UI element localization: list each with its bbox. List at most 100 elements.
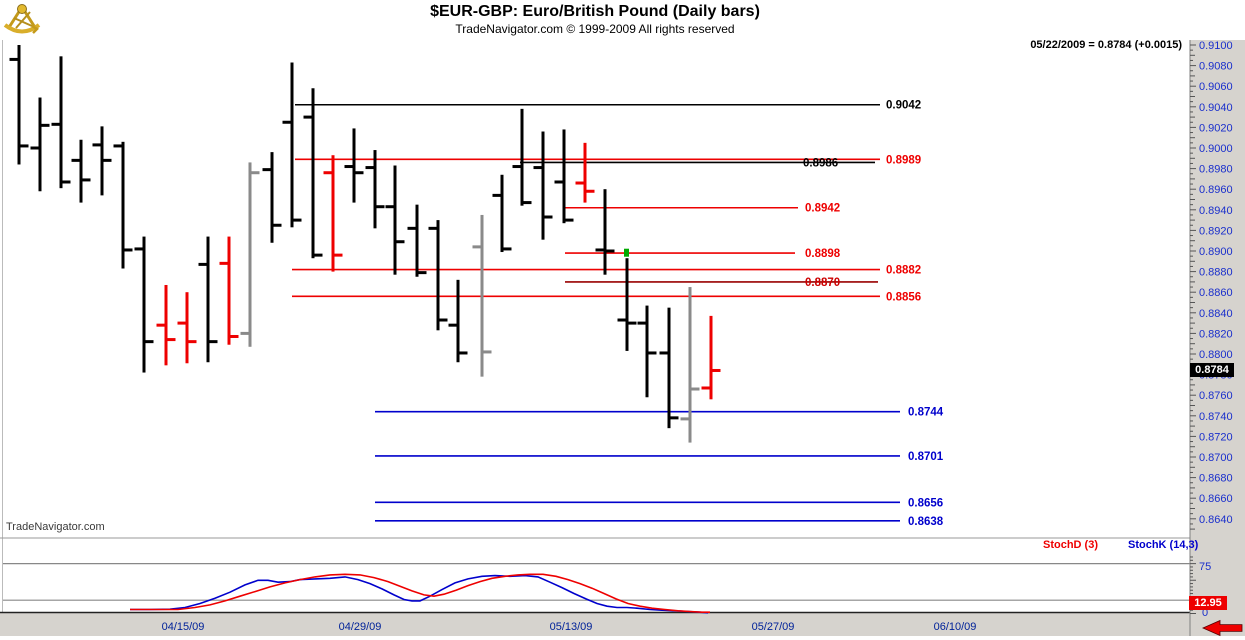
price-axis-gutter[interactable] bbox=[1190, 40, 1245, 636]
price-level-label: 0.8744 bbox=[908, 407, 944, 419]
price-axis-label: 0.8700 bbox=[1199, 452, 1233, 464]
price-axis-label: 0.8920 bbox=[1199, 225, 1233, 237]
signal-dot bbox=[624, 248, 629, 257]
price-axis-label: 0.8680 bbox=[1199, 473, 1233, 485]
watermark-text: TradeNavigator.com bbox=[6, 521, 105, 533]
stochk-legend-label[interactable]: StochK (14,3) bbox=[1128, 539, 1199, 551]
price-level-label: 0.8898 bbox=[805, 248, 841, 260]
ohlc-open-tick bbox=[595, 248, 604, 252]
ohlc-close-tick bbox=[523, 201, 532, 205]
ohlc-open-tick bbox=[554, 180, 563, 184]
ohlc-bar-range bbox=[17, 45, 21, 165]
ohlc-close-tick bbox=[293, 218, 302, 222]
ohlc-close-tick bbox=[691, 387, 700, 391]
ohlc-bar-range bbox=[206, 236, 210, 363]
price-axis-label: 0.8980 bbox=[1199, 164, 1233, 176]
ohlc-close-tick bbox=[712, 368, 721, 372]
price-axis-label: 0.9080 bbox=[1199, 61, 1233, 73]
ohlc-open-tick bbox=[282, 120, 291, 124]
ohlc-close-tick bbox=[124, 248, 133, 252]
ohlc-open-tick bbox=[512, 165, 521, 169]
ohlc-bar-range bbox=[373, 150, 377, 229]
ohlc-open-tick bbox=[198, 262, 207, 266]
ohlc-close-tick bbox=[251, 171, 260, 175]
price-axis-label: 0.8880 bbox=[1199, 267, 1233, 279]
ohlc-open-tick bbox=[219, 261, 228, 265]
ohlc-open-tick bbox=[51, 122, 60, 126]
ohlc-close-tick bbox=[20, 144, 29, 148]
ohlc-bar-range bbox=[667, 307, 671, 429]
price-level-label: 0.8986 bbox=[803, 157, 838, 169]
ohlc-bar-range bbox=[331, 155, 335, 272]
ohlc-bar-range bbox=[121, 141, 125, 269]
ohlc-open-tick bbox=[637, 321, 646, 325]
ohlc-bar-range bbox=[456, 279, 460, 363]
ohlc-bar-range bbox=[38, 97, 42, 192]
ohlc-open-tick bbox=[303, 115, 312, 119]
ohlc-bar-range bbox=[603, 189, 607, 275]
ohlc-bar-range bbox=[227, 236, 231, 345]
ohlc-open-tick bbox=[240, 331, 249, 335]
ohlc-bar-range bbox=[290, 62, 294, 228]
ohlc-open-tick bbox=[680, 417, 689, 421]
ohlc-open-tick bbox=[177, 321, 186, 325]
ohlc-open-tick bbox=[156, 323, 165, 327]
price-axis-label: 0.8940 bbox=[1199, 205, 1233, 217]
price-level-label: 0.8989 bbox=[886, 154, 921, 166]
ohlc-close-tick bbox=[606, 249, 615, 253]
date-axis-label: 06/10/09 bbox=[934, 621, 977, 633]
ohlc-open-tick bbox=[134, 247, 143, 251]
stoch-pane[interactable] bbox=[3, 553, 1190, 612]
ohlc-bar-range bbox=[415, 204, 419, 277]
ohlc-bar-range bbox=[583, 142, 587, 203]
price-axis-label: 0.8820 bbox=[1199, 328, 1233, 340]
ohlc-close-tick bbox=[439, 318, 448, 322]
date-axis-bar[interactable] bbox=[0, 613, 1245, 636]
ohlc-open-tick bbox=[533, 166, 542, 170]
ohlc-close-tick bbox=[670, 416, 679, 420]
ohlc-close-tick bbox=[82, 178, 91, 182]
ohlc-close-tick bbox=[418, 271, 427, 275]
price-level-label: 0.8701 bbox=[908, 451, 944, 463]
price-axis-label: 0.8900 bbox=[1199, 246, 1233, 258]
ohlc-open-tick bbox=[407, 226, 416, 230]
ohlc-open-tick bbox=[428, 226, 437, 230]
ohlc-bar-range bbox=[562, 129, 566, 224]
ohlc-close-tick bbox=[334, 253, 343, 257]
ohlc-open-tick bbox=[113, 144, 122, 148]
ohlc-open-tick bbox=[448, 323, 457, 327]
chart-subtitle: TradeNavigator.com © 1999-2009 All right… bbox=[455, 22, 735, 36]
ohlc-close-tick bbox=[503, 247, 512, 251]
scroll-left-arrow-icon[interactable] bbox=[1202, 619, 1243, 637]
date-axis-label: 04/29/09 bbox=[339, 621, 382, 633]
price-axis-label: 0.9000 bbox=[1199, 143, 1233, 155]
ohlc-close-tick bbox=[314, 253, 323, 257]
ohlc-bar-range bbox=[100, 126, 104, 196]
ohlc-close-tick bbox=[648, 351, 657, 355]
price-pane[interactable] bbox=[3, 40, 1190, 538]
ohlc-bar-range bbox=[520, 108, 524, 206]
ohlc-bar-range bbox=[480, 214, 484, 377]
ohlc-open-tick bbox=[575, 181, 584, 185]
last-quote-annotation: 05/22/2009 = 0.8784 (+0.0015) bbox=[1030, 39, 1182, 51]
stochd-line bbox=[130, 573, 710, 614]
ohlc-close-tick bbox=[103, 158, 112, 162]
ohlc-close-tick bbox=[188, 340, 197, 344]
date-axis-label: 04/15/09 bbox=[162, 621, 205, 633]
ohlc-bar-range bbox=[59, 56, 63, 189]
stoch-axis-label-0: 0 bbox=[1202, 607, 1209, 619]
ohlc-bar-range bbox=[709, 315, 713, 400]
ohlc-open-tick bbox=[385, 205, 394, 209]
ohlc-open-tick bbox=[30, 146, 39, 150]
ohlc-bar-range bbox=[688, 287, 692, 443]
ohlc-close-tick bbox=[483, 350, 492, 354]
price-axis-label: 0.8640 bbox=[1199, 514, 1233, 526]
ohlc-open-tick bbox=[9, 57, 18, 61]
ohlc-close-tick bbox=[396, 240, 405, 244]
ohlc-bar-range bbox=[436, 220, 440, 331]
chart-title: $EUR-GBP: Euro/British Pound (Daily bars… bbox=[430, 3, 760, 20]
ohlc-bar-range bbox=[625, 258, 629, 351]
stochd-legend-label[interactable]: StochD (3) bbox=[1043, 539, 1098, 551]
price-axis-label: 0.8720 bbox=[1199, 431, 1233, 443]
price-axis-label: 0.9100 bbox=[1199, 40, 1233, 52]
